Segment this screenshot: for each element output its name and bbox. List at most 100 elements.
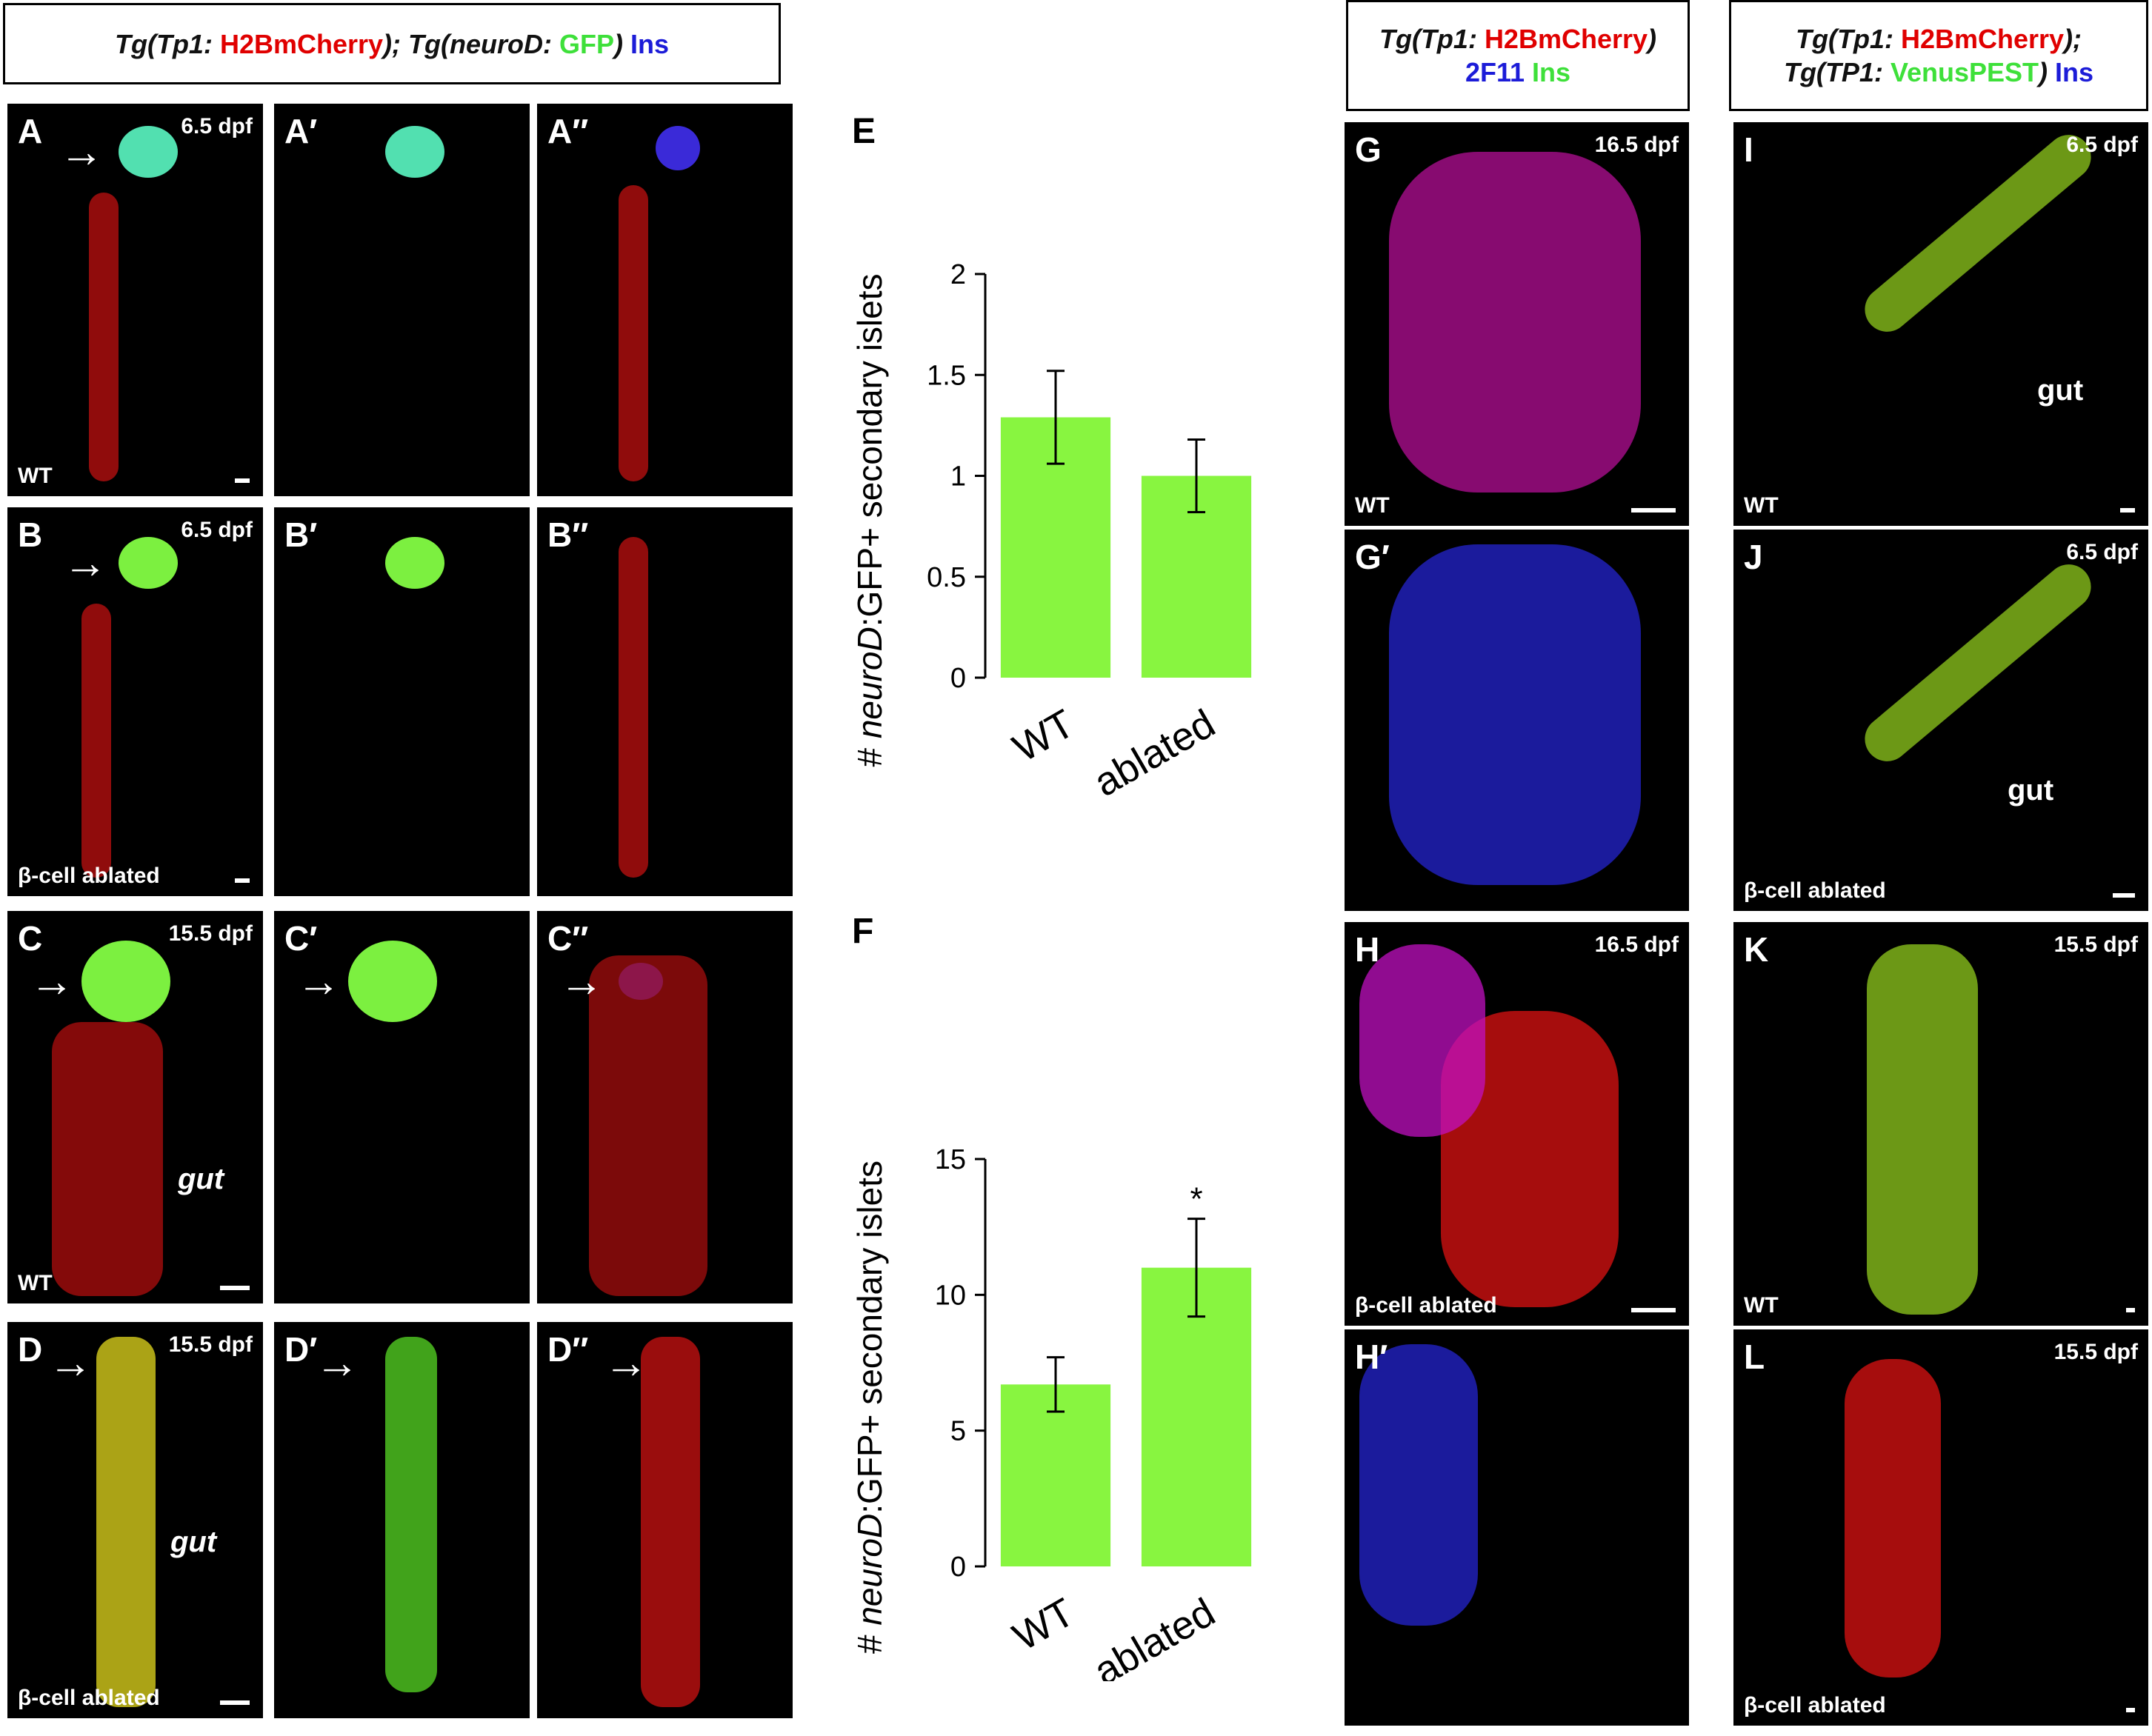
islet-blob (81, 941, 170, 1022)
y-axis-label-prefix: # (850, 1626, 889, 1654)
stage-label: 15.5 dpf (168, 921, 253, 946)
legend-text: Tg(Tp1: (1379, 24, 1485, 54)
islet-blob (348, 941, 437, 1022)
islet-blob (119, 126, 178, 178)
duct-signal (619, 185, 648, 481)
significance-marker: * (1190, 1181, 1202, 1218)
panel-label: D′′ (547, 1330, 589, 1369)
panel-B-double-prime: B′′ (537, 507, 793, 896)
duct-signal (1389, 152, 1641, 493)
panel-label: I (1744, 130, 1753, 169)
legend-text: Ins (2055, 57, 2094, 87)
islet-blob (385, 126, 444, 178)
legend-text: Ins (630, 28, 669, 59)
y-tick-label: 1.5 (927, 360, 966, 391)
duct-signal (619, 537, 648, 878)
legend-text: ); Tg(neuroD: (383, 28, 559, 59)
stage-label: 15.5 dpf (2053, 932, 2138, 957)
stage-label: 6.5 dpf (2066, 540, 2138, 564)
panel-D-double-prime: D′′ → (537, 1322, 793, 1718)
y-tick-label: 0 (950, 1552, 966, 1583)
duct-signal (52, 1022, 163, 1296)
duct-signal (1856, 555, 2100, 771)
legend-text: ) (1648, 24, 1657, 54)
panel-A-prime: A′ (274, 104, 530, 496)
condition-label: WT (1744, 493, 1779, 518)
legend-text: ); (2064, 24, 2082, 54)
gut-label: gut (2008, 774, 2054, 807)
header-right-line2: Tg(TP1: VenusPEST) Ins (1784, 56, 2093, 89)
chart-F: 0 5 10 15 WT * ablated # neuroD:GFP+ secondary … (850, 1144, 1252, 1681)
y-axis-label-rest: :GFP+ secondary islets (850, 1161, 889, 1514)
panel-I: I 6.5 dpf WT gut (1733, 122, 2148, 526)
y-axis-label: # neuroD:GFP+ secondary islets (850, 1161, 889, 1654)
gut-label: gut (178, 1163, 224, 1195)
category-label: ablated (1087, 701, 1222, 806)
islet-blob (385, 537, 444, 589)
scale-bar (2113, 893, 2135, 898)
panel-label: D (18, 1330, 43, 1369)
panel-label: J (1744, 538, 1763, 576)
header-mid-line2: 2F11 Ins (1465, 56, 1570, 89)
gut-label: gut (170, 1526, 217, 1558)
y-axis-label-italic: neuroD (850, 1514, 889, 1626)
y-axis-label: # neuroD:GFP+ secondary islets (850, 273, 889, 767)
panel-L: L 15.5 dpf β-cell ablated (1733, 1329, 2148, 1726)
panel-J: J 6.5 dpf β-cell ablated gut (1733, 530, 2148, 911)
y-axis-label-prefix: # (850, 738, 889, 767)
panel-label: D′ (284, 1330, 318, 1369)
panel-B: B 6.5 dpf β-cell ablated → (7, 507, 263, 896)
header-left-row: Tg(Tp1: H2BmCherry); Tg(neuroD: GFP) Ins (115, 27, 669, 61)
duct-signal (81, 604, 111, 878)
duct-signal (1867, 944, 1978, 1315)
panel-label: C′ (284, 919, 318, 958)
condition-label: β-cell ablated (18, 864, 160, 888)
arrow-icon: → (30, 956, 74, 1006)
panel-G: G 16.5 dpf WT (1345, 122, 1689, 526)
header-mid-line1: Tg(Tp1: H2BmCherry) (1379, 22, 1656, 56)
y-tick-label: 2 (950, 259, 966, 290)
condition-label: β-cell ablated (1744, 1693, 1886, 1717)
legend-text: 2F11 (1465, 57, 1533, 87)
stage-label: 6.5 dpf (181, 114, 253, 138)
category-label: ablated (1087, 1590, 1222, 1681)
scale-bar (235, 478, 250, 483)
header-right-legend: Tg(Tp1: H2BmCherry); Tg(TP1: VenusPEST) … (1729, 0, 2148, 111)
legend-text: H2BmCherry (1900, 24, 2065, 54)
duct-signal (589, 955, 707, 1296)
panel-label: A′ (284, 112, 318, 150)
header-right-line1: Tg(Tp1: H2BmCherry); (1796, 22, 2082, 56)
legend-text: ) (613, 28, 630, 59)
panel-label: H (1355, 930, 1380, 969)
condition-label: WT (1744, 1293, 1779, 1318)
legend-text: H2BmCherry (219, 28, 384, 59)
scale-bar (220, 1286, 250, 1290)
condition-label: WT (18, 1271, 53, 1295)
stage-label: 6.5 dpf (181, 518, 253, 542)
y-axis-label-rest: :GFP+ secondary islets (850, 273, 889, 627)
duct-signal (385, 1337, 437, 1692)
arrow-icon: → (59, 127, 104, 176)
panel-C-double-prime: C′′ → (537, 911, 793, 1303)
y-tick-label: 0.5 (927, 562, 966, 593)
panel-label: G (1355, 130, 1382, 169)
arrow-icon: → (63, 538, 107, 587)
panel-label: A (18, 112, 43, 150)
panel-label: B′′ (547, 515, 589, 554)
panel-H: H 16.5 dpf β-cell ablated (1345, 922, 1689, 1326)
panel-label: C (18, 919, 43, 958)
gut-label: gut (2037, 374, 2084, 407)
condition-label: β-cell ablated (1355, 1293, 1497, 1318)
stage-label: 6.5 dpf (2066, 133, 2138, 157)
scale-bar (1631, 508, 1676, 513)
scale-bar (220, 1700, 250, 1705)
condition-label: WT (18, 464, 53, 488)
panel-label: C′′ (547, 919, 589, 958)
panel-G-prime: G′ (1345, 530, 1689, 911)
panel-label: H′ (1355, 1338, 1388, 1376)
y-tick-label: 0 (950, 663, 966, 694)
stage-label: 16.5 dpf (1594, 932, 1679, 957)
scale-bar (2126, 1308, 2135, 1312)
duct-signal (1856, 125, 2100, 341)
scale-bar (2126, 1708, 2135, 1712)
